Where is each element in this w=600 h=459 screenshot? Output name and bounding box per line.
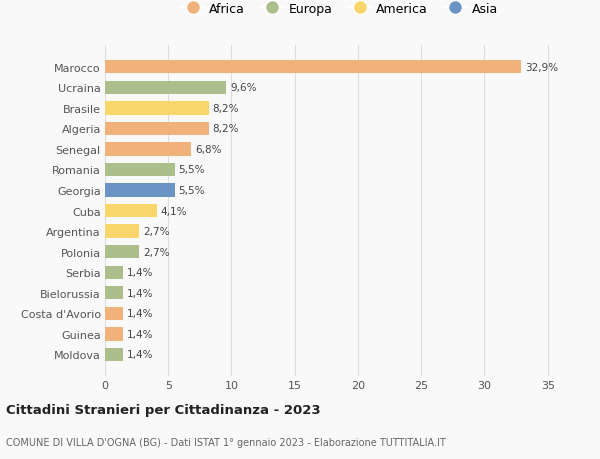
Text: 32,9%: 32,9% xyxy=(525,62,558,73)
Text: 1,4%: 1,4% xyxy=(127,309,153,319)
Bar xyxy=(105,163,175,177)
Text: 6,8%: 6,8% xyxy=(195,145,221,155)
Text: Cittadini Stranieri per Cittadinanza - 2023: Cittadini Stranieri per Cittadinanza - 2… xyxy=(6,403,320,416)
Bar xyxy=(105,246,139,259)
Text: 1,4%: 1,4% xyxy=(127,268,153,278)
Bar xyxy=(105,184,175,197)
Bar xyxy=(105,61,521,74)
Text: 9,6%: 9,6% xyxy=(230,83,257,93)
Bar xyxy=(105,123,209,136)
Bar xyxy=(105,307,123,320)
Text: 2,7%: 2,7% xyxy=(143,227,169,237)
Text: 5,5%: 5,5% xyxy=(178,185,205,196)
Bar xyxy=(105,286,123,300)
Bar xyxy=(105,266,123,280)
Text: 8,2%: 8,2% xyxy=(212,124,239,134)
Bar xyxy=(105,81,226,95)
Bar xyxy=(105,348,123,361)
Bar xyxy=(105,204,157,218)
Text: 4,1%: 4,1% xyxy=(161,206,187,216)
Bar xyxy=(105,102,209,115)
Text: 1,4%: 1,4% xyxy=(127,288,153,298)
Bar xyxy=(105,225,139,238)
Bar xyxy=(105,328,123,341)
Text: 5,5%: 5,5% xyxy=(178,165,205,175)
Text: 2,7%: 2,7% xyxy=(143,247,169,257)
Text: 8,2%: 8,2% xyxy=(212,104,239,113)
Legend: Africa, Europa, America, Asia: Africa, Europa, America, Asia xyxy=(180,3,498,16)
Bar xyxy=(105,143,191,156)
Text: 1,4%: 1,4% xyxy=(127,350,153,360)
Text: COMUNE DI VILLA D'OGNA (BG) - Dati ISTAT 1° gennaio 2023 - Elaborazione TUTTITAL: COMUNE DI VILLA D'OGNA (BG) - Dati ISTAT… xyxy=(6,437,446,447)
Text: 1,4%: 1,4% xyxy=(127,329,153,339)
